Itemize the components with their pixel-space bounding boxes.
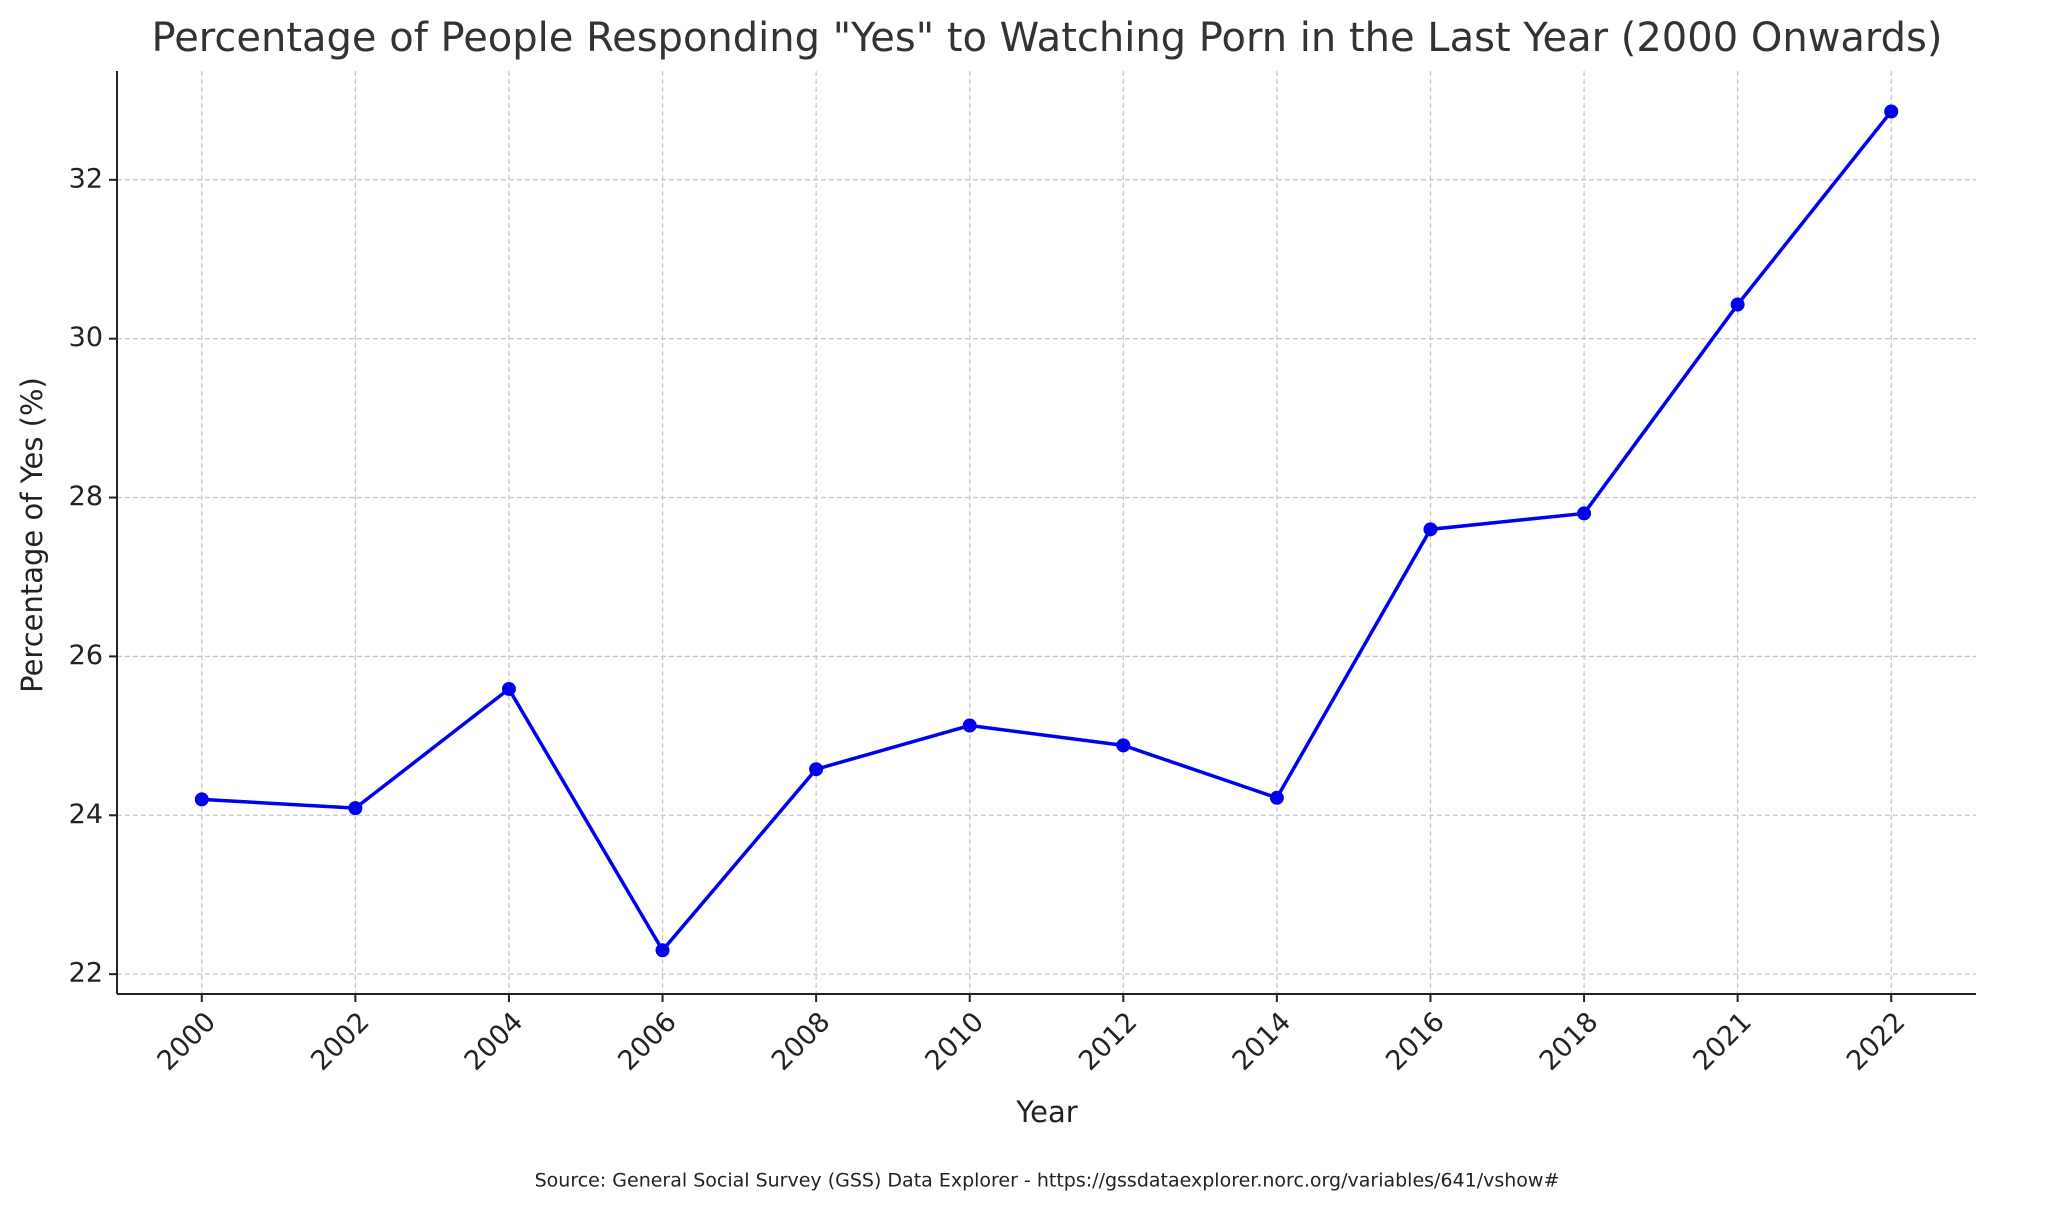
y-tick-label: 26 <box>69 640 103 671</box>
data-point <box>1884 104 1899 119</box>
data-point <box>1269 790 1284 805</box>
y-axis-label: Percentage of Yes (%) <box>15 377 49 693</box>
x-axis-label: Year <box>1015 1095 1077 1129</box>
y-tick-label: 30 <box>69 322 103 353</box>
x-tick-label: 2010 <box>919 1006 990 1077</box>
chart-title: Percentage of People Responding "Yes" to… <box>152 15 1943 61</box>
x-tick-label: 2018 <box>1534 1006 1605 1077</box>
y-tick-label: 24 <box>69 799 103 830</box>
y-tick-label: 22 <box>69 958 103 989</box>
x-tick-label: 2006 <box>612 1006 683 1077</box>
data-point <box>655 943 670 958</box>
x-tick-label: 2022 <box>1841 1006 1912 1077</box>
x-tick-label: 2014 <box>1227 1006 1298 1077</box>
data-point <box>962 718 977 733</box>
data-point <box>1423 522 1438 537</box>
data-point <box>194 792 209 807</box>
data-line <box>201 110 1893 954</box>
x-tick-label: 2000 <box>152 1006 223 1077</box>
data-point <box>1577 506 1592 521</box>
y-tick-label: 28 <box>69 481 103 512</box>
y-tick-label: 32 <box>69 163 103 194</box>
x-tick-label: 2016 <box>1380 1006 1451 1077</box>
data-point <box>1116 738 1131 753</box>
x-tick-label: 2021 <box>1687 1006 1758 1077</box>
data-point <box>501 681 516 696</box>
x-tick-label: 2004 <box>459 1006 530 1077</box>
source-note: Source: General Social Survey (GSS) Data… <box>535 1170 1560 1192</box>
x-tick-label: 2012 <box>1073 1006 1144 1077</box>
x-tick-label: 2002 <box>305 1006 376 1077</box>
data-point <box>809 762 824 777</box>
data-point <box>1730 297 1745 312</box>
data-point <box>348 801 363 816</box>
x-tick-label: 2008 <box>766 1006 837 1077</box>
